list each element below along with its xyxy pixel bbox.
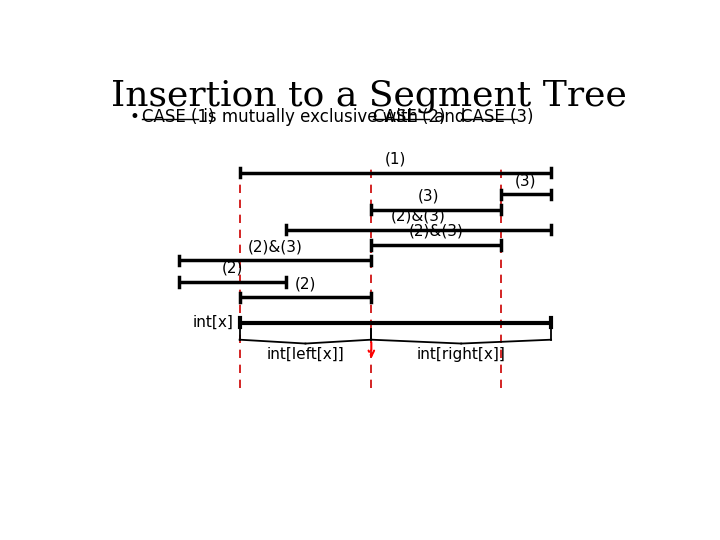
Text: Insertion to a Segment Tree: Insertion to a Segment Tree (111, 79, 627, 113)
Text: and: and (429, 108, 471, 126)
Text: int[left[x]]: int[left[x]] (266, 347, 344, 362)
Text: is mutually exclusive with: is mutually exclusive with (198, 108, 423, 126)
Text: (2)&(3): (2)&(3) (248, 239, 302, 254)
Text: CASE (3): CASE (3) (462, 108, 534, 126)
Text: (2)&(3): (2)&(3) (409, 224, 464, 239)
Text: int[right[x]]: int[right[x]] (417, 347, 505, 362)
Text: (3): (3) (418, 188, 439, 204)
Text: •: • (130, 108, 145, 126)
Text: CASE (2): CASE (2) (373, 108, 445, 126)
Text: (2): (2) (294, 276, 316, 291)
Text: int[x]: int[x] (192, 315, 233, 330)
Text: (1): (1) (384, 151, 406, 166)
Text: (2)&(3): (2)&(3) (391, 208, 446, 224)
Text: CASE (1): CASE (1) (142, 108, 215, 126)
Text: (2): (2) (222, 261, 243, 276)
Text: (3): (3) (516, 173, 536, 188)
